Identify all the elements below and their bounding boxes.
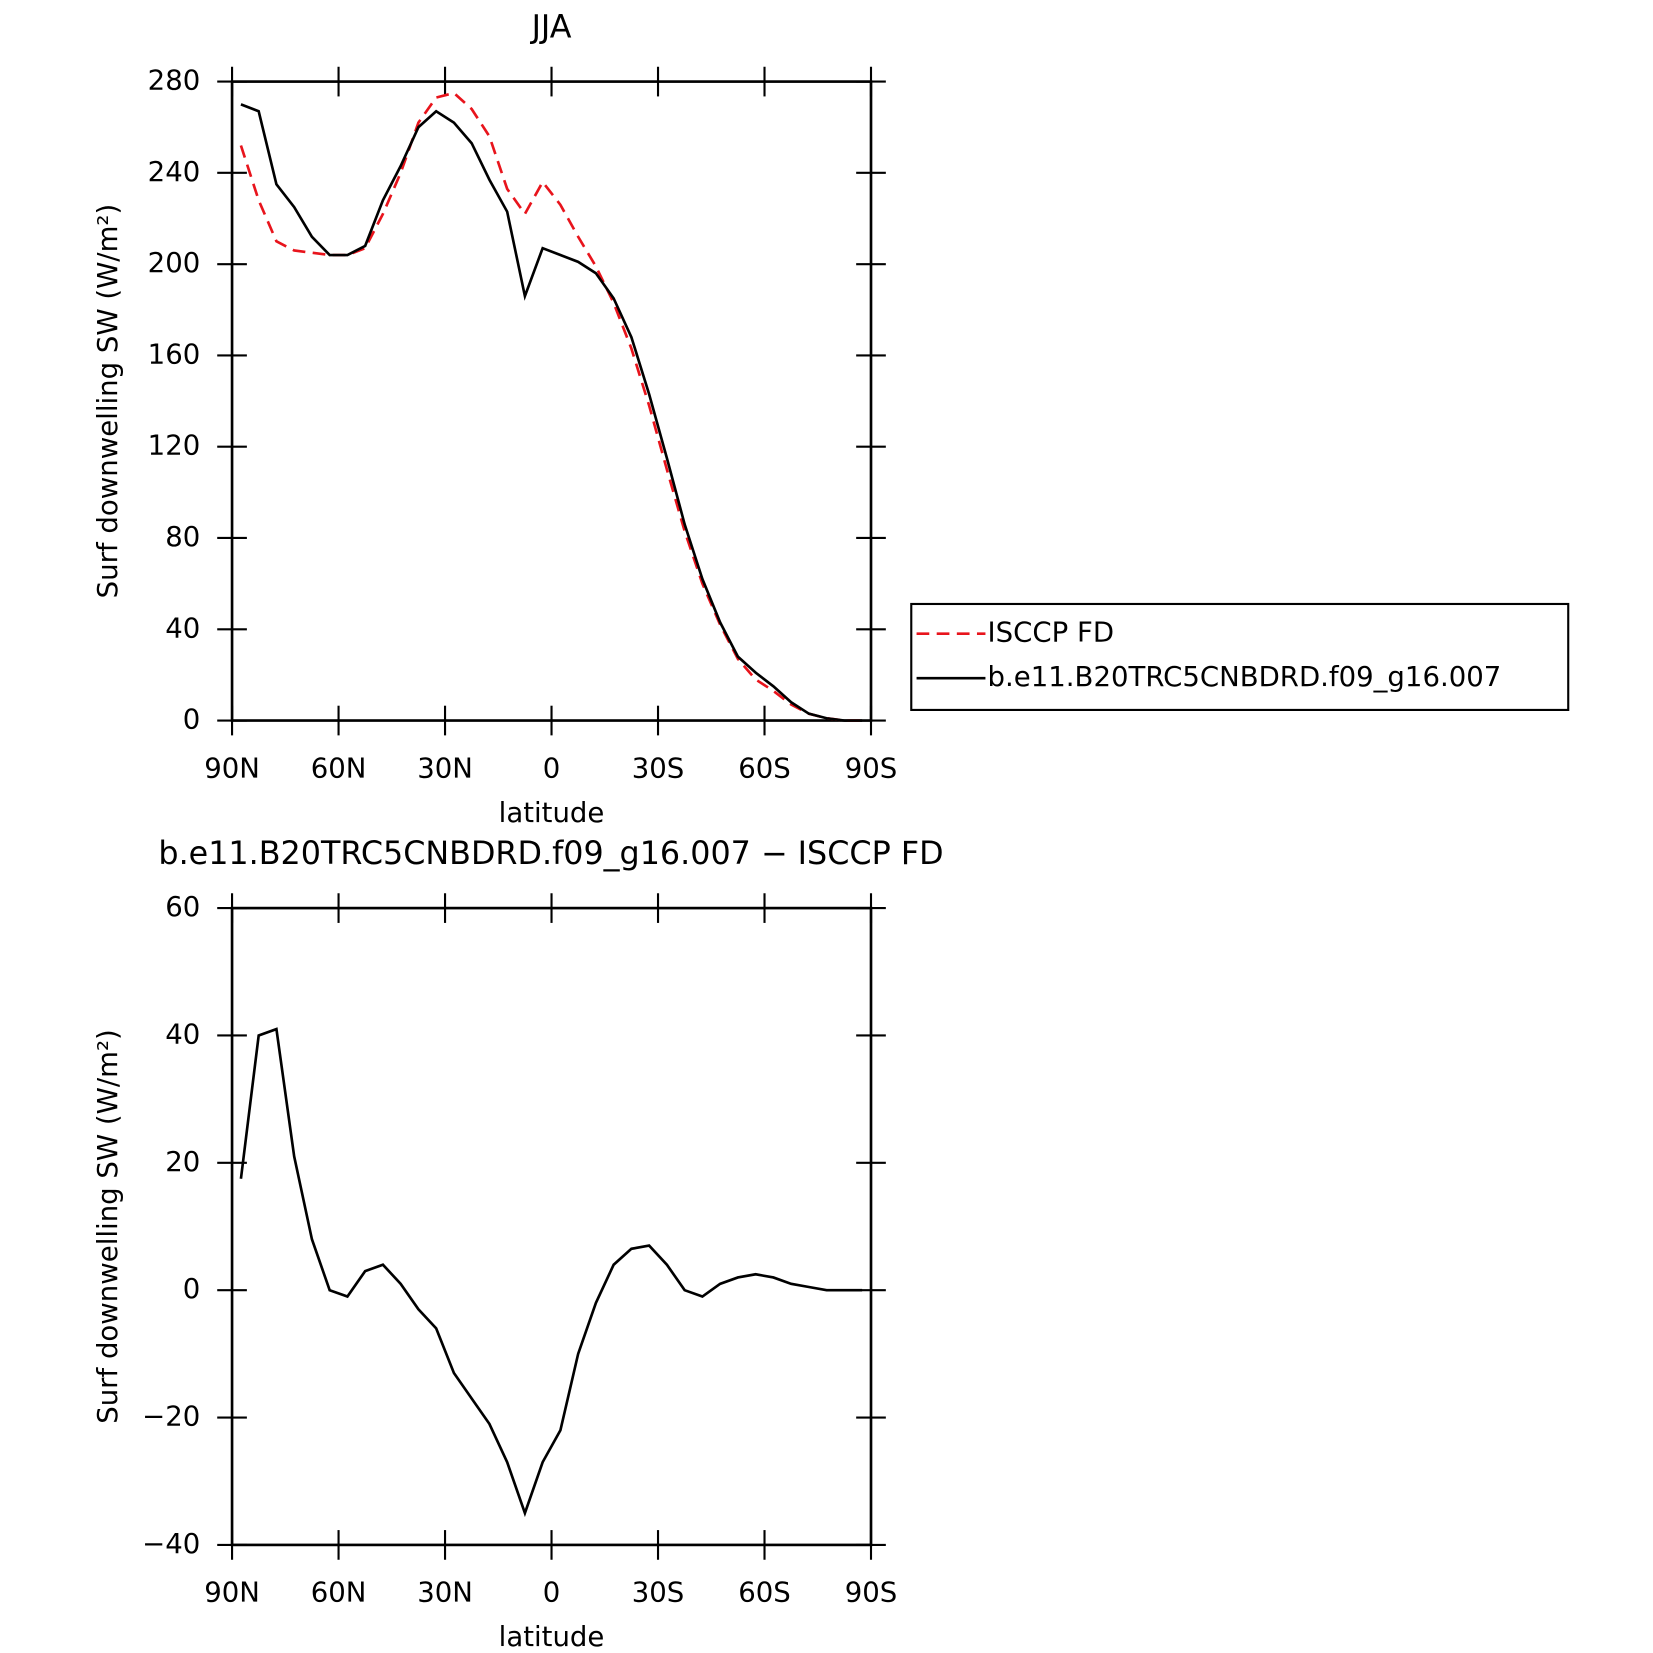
y-tick-label: 200	[148, 247, 201, 279]
x-axis-label: latitude	[499, 1621, 605, 1653]
legend-label: ISCCP FD	[988, 617, 1115, 649]
x-tick-label: 0	[543, 1577, 561, 1609]
y-tick-label: 80	[165, 521, 200, 553]
x-axis-label: latitude	[499, 797, 605, 829]
y-tick-label: 160	[148, 338, 201, 370]
plot-frame	[230, 80, 873, 722]
y-tick-label: 0	[183, 1273, 201, 1305]
y-tick-label: 280	[148, 65, 201, 97]
chart-title: JJA	[530, 10, 572, 46]
x-tick-label: 90N	[204, 1577, 260, 1609]
y-tick-label: −20	[142, 1401, 200, 1433]
x-tick-label: 30S	[632, 752, 685, 784]
chart-title: b.e11.B20TRC5CNBDRD.f09_g16.007 − ISCCP …	[158, 836, 943, 872]
plot-frame	[230, 906, 873, 1547]
y-axis-label: Surf downwelling SW (W/m²)	[92, 204, 124, 599]
data-line	[239, 91, 863, 722]
legend-label: b.e11.B20TRC5CNBDRD.f09_g16.007	[988, 661, 1502, 693]
legend-box	[910, 602, 1570, 712]
y-axis-label: Surf downwelling SW (W/m²)	[92, 1029, 124, 1424]
y-tick-label: −40	[142, 1528, 200, 1560]
y-tick-label: 20	[165, 1146, 200, 1178]
y-tick-label: 40	[165, 612, 200, 644]
x-tick-label: 30N	[417, 1577, 473, 1609]
x-tick-label: 60S	[738, 1577, 791, 1609]
x-tick-label: 0	[543, 752, 561, 784]
x-tick-label: 60S	[738, 752, 791, 784]
x-tick-label: 90S	[845, 1577, 898, 1609]
data-line	[239, 1027, 863, 1518]
y-tick-label: 240	[148, 156, 201, 188]
y-tick-label: 120	[148, 430, 201, 462]
x-tick-label: 60N	[311, 752, 367, 784]
y-tick-label: 0	[183, 704, 201, 736]
y-tick-label: 40	[165, 1018, 200, 1050]
x-tick-label: 90S	[845, 752, 898, 784]
x-tick-label: 60N	[311, 1577, 367, 1609]
data-line	[240, 103, 863, 722]
x-tick-label: 30N	[417, 752, 473, 784]
y-tick-label: 60	[165, 891, 200, 923]
x-tick-label: 30S	[632, 1577, 685, 1609]
x-tick-label: 90N	[204, 752, 260, 784]
